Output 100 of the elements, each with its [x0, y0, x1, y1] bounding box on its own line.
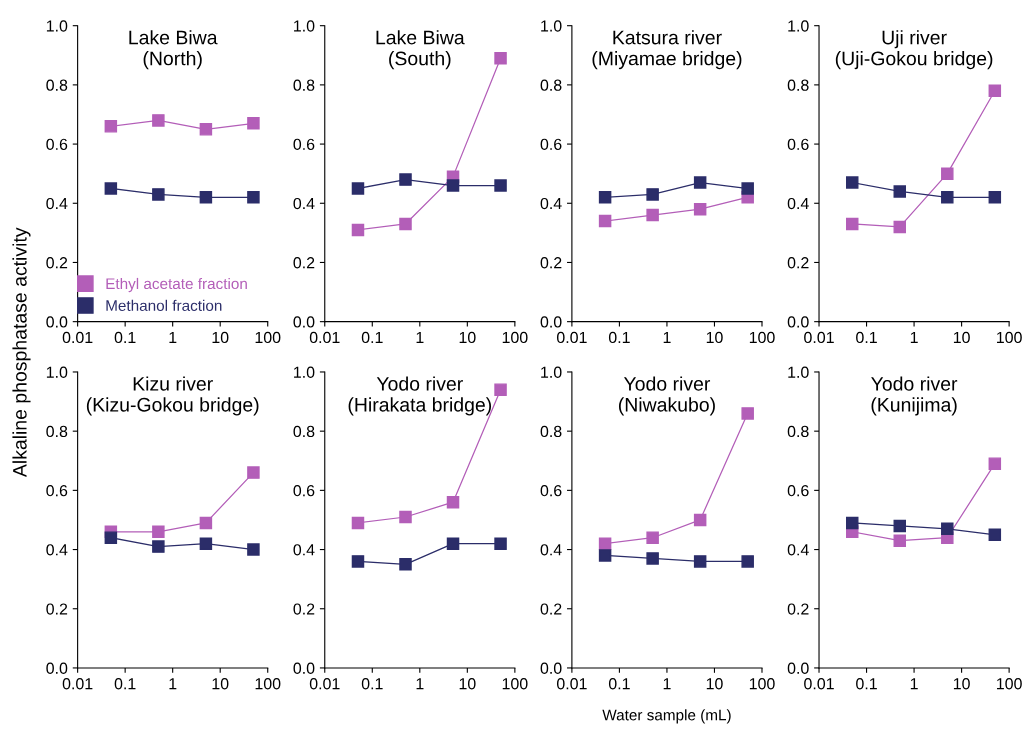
x-tick-label: 100 — [502, 678, 528, 690]
y-tick-label: 1.0 — [541, 366, 562, 378]
y-tick-label: 0.6 — [46, 138, 68, 151]
y-tick-label: 0.0 — [787, 316, 809, 328]
x-tick-label: 10 — [706, 678, 723, 690]
y-tick-label: 0.6 — [293, 484, 315, 497]
x-tick-label: 1 — [169, 331, 177, 343]
y-tick-label: 1.0 — [294, 366, 315, 378]
x-tick-label: 0.01 — [556, 678, 587, 690]
y-tick-label: 0.8 — [293, 79, 315, 91]
x-tick-label: 100 — [502, 331, 528, 344]
x-tick-label: 10 — [459, 331, 476, 344]
x-tick-label: 0.1 — [856, 678, 877, 690]
x-axis-title: Water sample (mL) — [602, 709, 731, 724]
text: Yodo river (Niwakubo) — [618, 376, 715, 416]
legend-label: Methanol fraction — [106, 299, 222, 311]
text: Kizu river (Kizu-Gokou bridge) — [86, 376, 259, 416]
y-tick-label: 1.0 — [541, 20, 562, 32]
x-tick-label: 10 — [212, 331, 229, 344]
x-tick-label: 1 — [416, 678, 424, 690]
x-tick-label: 0.01 — [309, 678, 340, 690]
y-tick-label: 1.0 — [788, 20, 809, 32]
text: Yodo river (Kunijima) — [871, 376, 958, 416]
x-tick-label: 10 — [953, 331, 970, 344]
y-tick-label: 1.0 — [294, 20, 315, 32]
text: Lake Biwa (North) — [129, 30, 218, 70]
y-tick-label: 0.0 — [540, 316, 562, 328]
x-tick-label: 100 — [997, 331, 1022, 344]
x-tick-label: 0.01 — [804, 678, 834, 690]
y-tick-label: 0.4 — [540, 544, 562, 556]
x-tick-label: 0.1 — [856, 331, 877, 344]
y-tick-label: 0.8 — [787, 425, 809, 438]
y-tick-label: 0.4 — [787, 197, 809, 210]
x-tick-label: 100 — [255, 331, 281, 344]
x-tick-label: 1 — [910, 331, 918, 343]
x-tick-label: 0.01 — [309, 331, 340, 344]
y-tick-label: 0.4 — [46, 197, 68, 210]
y-tick-label: 0.2 — [540, 257, 562, 269]
x-tick-label: 10 — [212, 678, 229, 690]
y-axis-title: Alkaline phosphatase activity — [12, 227, 31, 478]
y-tick-label: 0.0 — [293, 662, 315, 674]
y-tick-label: 0.0 — [540, 662, 562, 674]
y-tick-label: 0.6 — [787, 138, 809, 151]
y-tick-label: 0.4 — [787, 544, 809, 556]
x-tick-label: 0.1 — [361, 678, 383, 690]
y-tick-label: 0.2 — [787, 603, 809, 615]
y-tick-label: 0.2 — [46, 603, 68, 615]
x-tick-label: 1 — [169, 678, 177, 690]
text: Katsura river (Miyamae bridge) — [592, 30, 742, 70]
x-tick-label: 0.01 — [62, 331, 93, 344]
y-tick-label: 1.0 — [46, 20, 68, 32]
x-tick-label: 1 — [416, 331, 424, 343]
x-tick-label: 10 — [459, 678, 476, 690]
y-tick-label: 0.8 — [293, 425, 315, 438]
x-tick-label: 0.01 — [804, 331, 834, 344]
x-tick-label: 1 — [663, 678, 671, 690]
legend-label: Ethyl acetate fraction — [106, 277, 247, 293]
y-tick-label: 0.2 — [540, 603, 562, 615]
text: Yodo river (Hirakata bridge) — [348, 376, 492, 416]
x-tick-label: 0.1 — [114, 678, 136, 690]
x-tick-label: 100 — [255, 678, 281, 690]
y-tick-label: 0.2 — [46, 257, 68, 269]
y-tick-label: 1.0 — [788, 366, 809, 378]
y-tick-label: 0.0 — [293, 316, 315, 328]
y-tick-label: 0.6 — [540, 138, 562, 151]
x-tick-label: 1 — [910, 678, 918, 690]
x-tick-label: 10 — [953, 678, 970, 690]
y-tick-label: 0.4 — [293, 197, 315, 210]
x-tick-label: 100 — [749, 331, 775, 344]
y-tick-label: 0.4 — [293, 544, 315, 556]
y-tick-label: 0.8 — [540, 79, 562, 91]
x-tick-label: 0.01 — [62, 678, 93, 690]
y-tick-label: 0.8 — [46, 425, 68, 438]
y-tick-label: 0.8 — [540, 425, 562, 438]
x-tick-label: 1 — [663, 331, 671, 343]
y-tick-label: 0.8 — [46, 79, 68, 91]
y-tick-label: 0.4 — [540, 197, 562, 210]
y-tick-label: 0.8 — [787, 79, 809, 91]
text: Lake Biwa (South) — [376, 30, 465, 70]
x-tick-label: 0.1 — [114, 331, 136, 344]
x-tick-label: 100 — [997, 678, 1022, 690]
y-tick-label: 0.2 — [293, 603, 315, 615]
y-tick-label: 0.0 — [787, 662, 809, 674]
y-tick-label: 0.6 — [540, 484, 562, 497]
x-tick-label: 0.1 — [608, 331, 630, 344]
y-tick-label: 0.4 — [46, 544, 68, 556]
x-tick-label: 0.1 — [361, 331, 383, 344]
y-tick-label: 0.6 — [46, 484, 68, 497]
x-tick-label: 100 — [749, 678, 775, 690]
y-tick-label: 0.6 — [787, 484, 809, 497]
y-tick-label: 1.0 — [46, 366, 68, 378]
y-tick-label: 0.0 — [46, 662, 68, 674]
y-tick-label: 0.0 — [46, 316, 68, 328]
y-tick-label: 0.6 — [293, 138, 315, 151]
x-tick-label: 0.01 — [556, 331, 587, 344]
x-tick-label: 10 — [706, 331, 723, 344]
y-tick-label: 0.2 — [293, 257, 315, 269]
x-tick-label: 0.1 — [608, 678, 630, 690]
text: Uji river (Uji-Gokou bridge) — [835, 30, 993, 70]
y-tick-label: 0.2 — [787, 257, 809, 269]
